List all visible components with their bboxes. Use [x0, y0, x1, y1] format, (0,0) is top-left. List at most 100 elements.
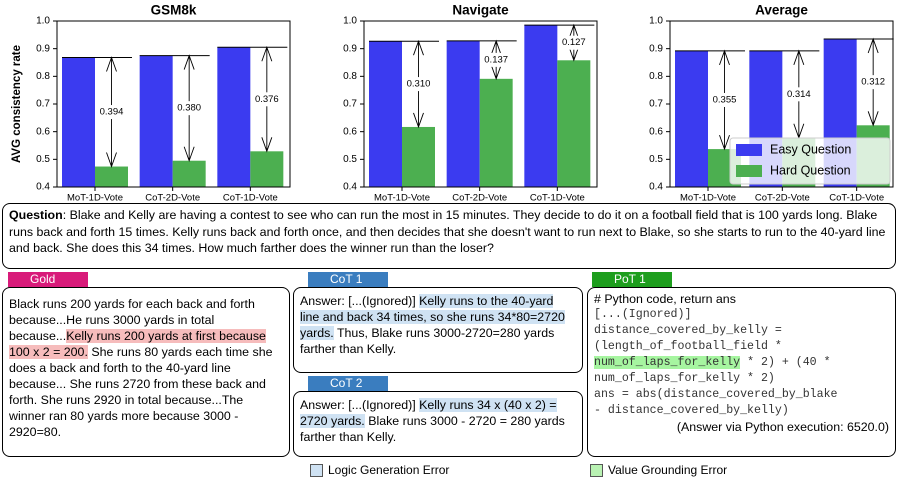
legend-label: Value Grounding Error — [608, 463, 728, 477]
y-tick-label: 0.8 — [343, 71, 357, 82]
y-tick-label: 1.0 — [343, 16, 357, 27]
text: (length_of_football_field * — [594, 340, 782, 353]
x-tick-label: CoT-2D-Vote — [145, 193, 200, 202]
legend-item: Logic Generation Error — [310, 463, 449, 477]
y-tick-label: 0.5 — [649, 154, 663, 165]
y-axis-label: AVG consistency rate — [11, 45, 23, 163]
text: Thus, Blake runs 3000-2720=280 yards far… — [300, 326, 555, 356]
code-line: num_of_laps_for_kelly * 2) — [594, 371, 889, 387]
text: Answer: [...(Ignored)] — [300, 398, 420, 412]
chart-title: Average — [755, 3, 808, 18]
annotation-bg — [783, 87, 814, 102]
bar — [675, 50, 708, 187]
x-tick-label: CoT-1D-Vote — [530, 193, 585, 202]
annotation-bg — [558, 35, 589, 50]
y-tick-label: 0.9 — [343, 43, 357, 54]
text: - distance_covered_by_kelly) — [594, 404, 789, 417]
code-comment: # Python code, return ans — [594, 292, 736, 306]
y-tick-label: 0.7 — [36, 99, 50, 110]
x-tick-label: CoT-2D-Vote — [755, 193, 810, 202]
annotation-bg — [174, 101, 205, 116]
plot-frame — [363, 20, 598, 188]
legend-box — [729, 137, 891, 185]
bar — [479, 78, 513, 187]
y-tick-label: 0.9 — [36, 43, 50, 54]
x-tick-label: CoT-1D-Vote — [829, 193, 884, 202]
chart-title: Navigate — [452, 3, 509, 18]
y-tick-label: 0.4 — [649, 182, 663, 193]
y-tick-label: 0.6 — [36, 126, 50, 137]
gold-box: Black runs 200 yards for each back and f… — [2, 287, 290, 457]
x-tick-label: MoT-1D-Vote — [374, 193, 430, 202]
annotation: 0.310 — [407, 79, 431, 90]
text: ans = abs(distance_covered_by_blake — [594, 388, 838, 401]
code: [...(Ignored)] distance_covered_by_kelly … — [594, 307, 889, 419]
text: distance_covered_by_kelly = — [594, 324, 782, 337]
cot2-tag: CoT 2 — [308, 376, 388, 391]
question-text: : Blake and Kelly are having a contest t… — [9, 208, 886, 255]
y-tick-label: 0.8 — [36, 71, 50, 82]
bar — [557, 60, 591, 187]
cot2-box: Answer: [...(Ignored)] Kelly runs 34 x (… — [293, 391, 583, 457]
bar — [95, 166, 128, 187]
y-tick-label: 0.6 — [343, 126, 357, 137]
bar — [250, 151, 284, 187]
code-line: distance_covered_by_kelly = — [594, 323, 889, 339]
y-tick-label: 0.5 — [36, 154, 50, 165]
text: Black runs 200 yards for each back and f… — [9, 297, 255, 343]
cot1-tag: CoT 1 — [308, 272, 388, 287]
code-line: [...(Ignored)] — [594, 307, 889, 323]
x-tick-label: CoT-1D-Vote — [223, 193, 278, 202]
legend-swatch — [590, 463, 603, 477]
annotation: 0.394 — [100, 107, 124, 118]
y-tick-label: 0.7 — [649, 99, 663, 110]
cot1-box: Answer: [...(Ignored)] Kelly runs to the… — [293, 287, 583, 373]
legend-item: Value Grounding Error — [590, 463, 727, 477]
code-line: - distance_covered_by_kelly) — [594, 403, 889, 419]
annotation-bg — [481, 52, 512, 67]
annotation-bg — [403, 77, 434, 92]
y-tick-label: 0.6 — [649, 126, 663, 137]
code-line: num_of_laps_for_kelly * 2) + (40 * — [594, 355, 889, 371]
legend-swatch — [736, 165, 762, 177]
annotation-bg — [858, 75, 889, 90]
annotation: 0.380 — [177, 103, 201, 114]
question-box: Question: Blake and Kelly are having a c… — [2, 203, 896, 269]
gold-tag: Gold — [8, 272, 88, 287]
y-tick-label: 1.0 — [36, 16, 50, 27]
y-tick-label: 1.0 — [649, 16, 663, 27]
y-tick-label: 0.8 — [649, 71, 663, 82]
highlighted-text: num_of_laps_for_kelly — [594, 356, 741, 369]
plot-frame — [56, 20, 291, 188]
text: [...(Ignored)] — [594, 308, 692, 321]
text: * 2) + (40 * — [740, 356, 831, 369]
y-tick-label: 0.4 — [343, 182, 357, 193]
annotation: 0.314 — [787, 89, 811, 100]
text: Blake runs 3000 - 2720 = 280 yards farth… — [300, 414, 565, 444]
bar — [139, 55, 173, 188]
legend-swatch — [736, 144, 762, 156]
y-tick-label: 0.7 — [343, 99, 357, 110]
code-line: (length_of_football_field * — [594, 339, 889, 355]
code-line: ans = abs(distance_covered_by_blake — [594, 387, 889, 403]
legend-label: Easy Question — [770, 142, 851, 156]
y-tick-label: 0.5 — [343, 154, 357, 165]
x-tick-label: MoT-1D-Vote — [67, 193, 123, 202]
annotation: 0.376 — [255, 94, 279, 105]
bar — [62, 57, 95, 187]
chart-title: GSM8k — [151, 3, 197, 18]
x-tick-label: MoT-1D-Vote — [680, 193, 736, 202]
charts: GSM8k AVG consistency rate 0.4 0.5 0.6 0.7 0.8… — [11, 3, 894, 202]
y-tick-label: 0.4 — [36, 182, 50, 193]
legend-label: Logic Generation Error — [328, 463, 450, 477]
y-tick-label: 0.9 — [649, 43, 663, 54]
annotation-bg — [251, 92, 282, 107]
question-label: Question — [9, 208, 63, 222]
code-result: (Answer via Python execution: 6520.0) — [676, 420, 889, 434]
bar — [369, 41, 402, 187]
legend-label: Hard Question — [770, 163, 851, 177]
legend-swatch — [310, 463, 323, 477]
bar — [402, 126, 435, 187]
bar — [172, 160, 206, 187]
